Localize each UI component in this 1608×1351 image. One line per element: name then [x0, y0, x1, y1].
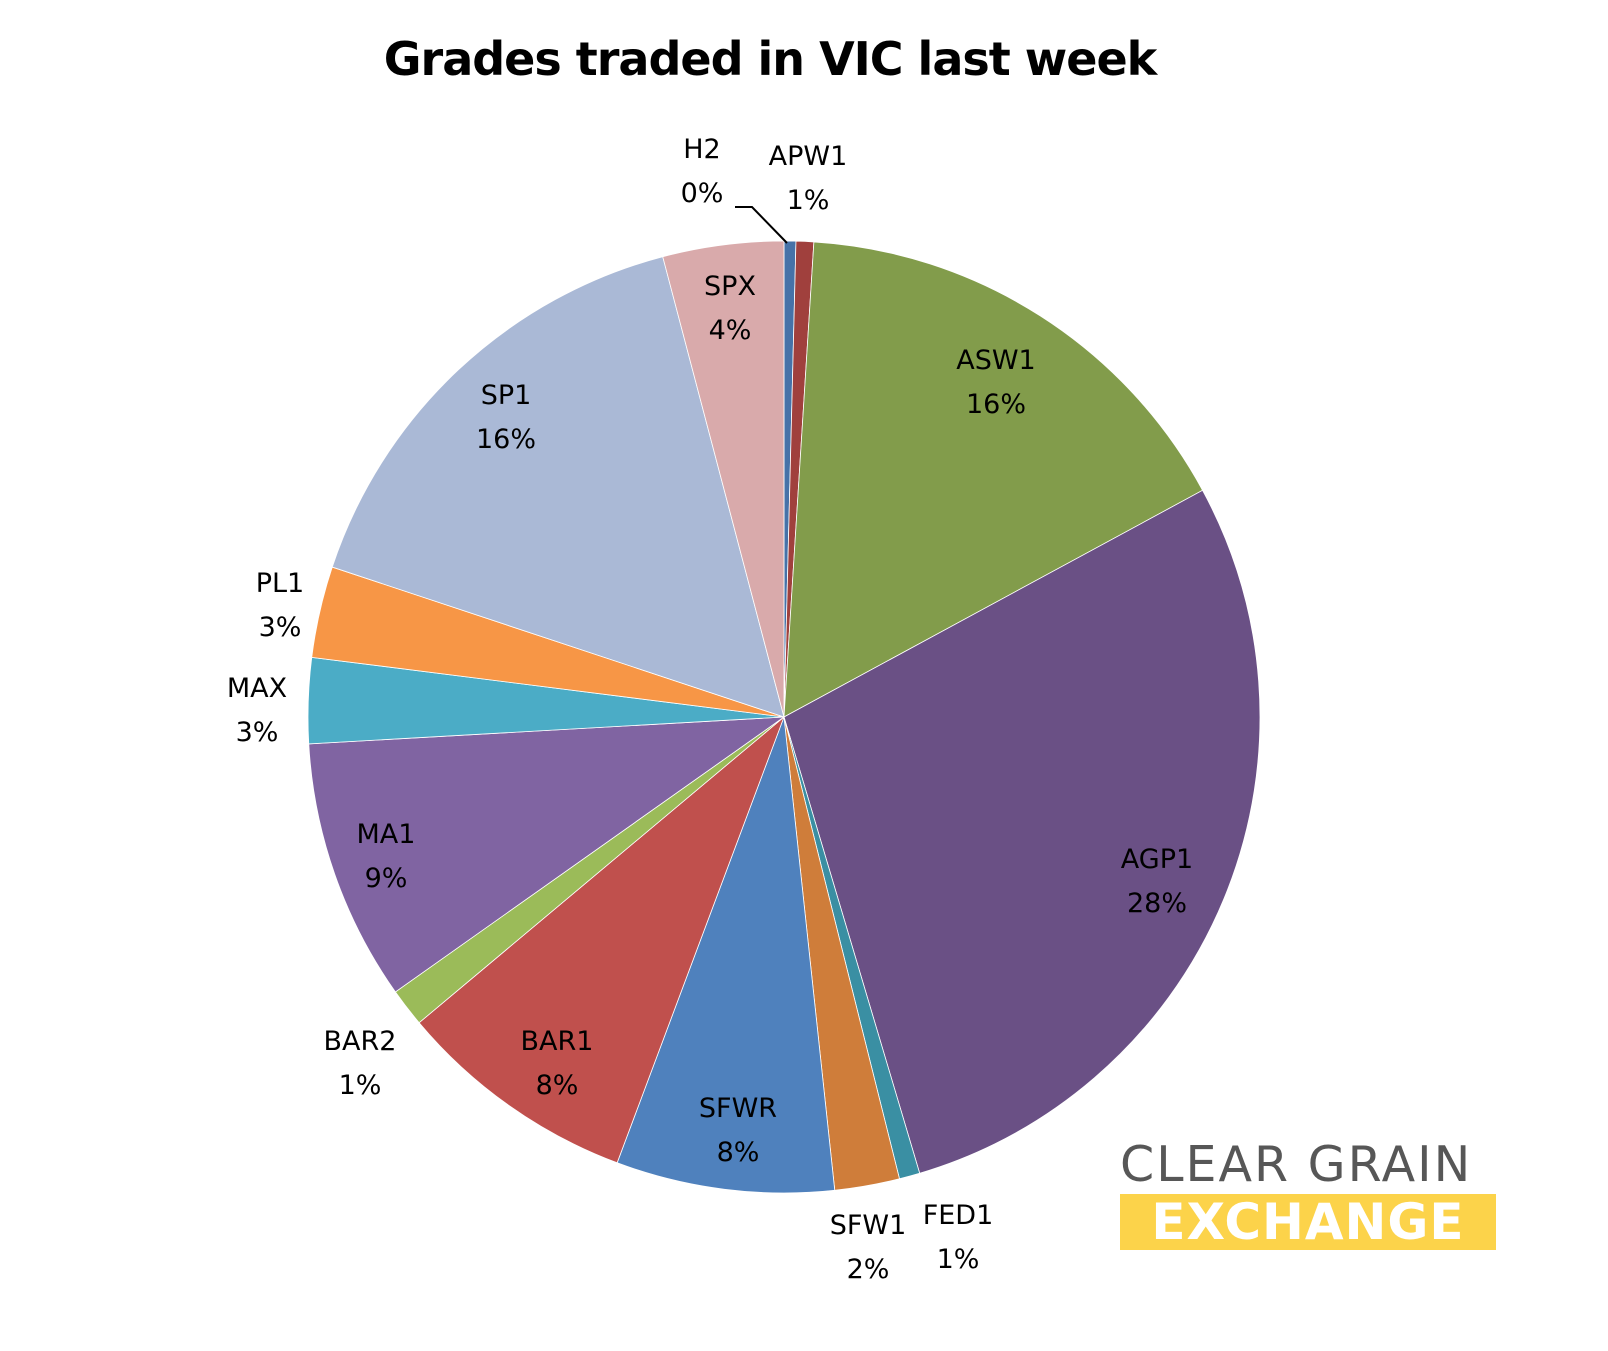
data-label-name: BAR2 — [324, 1026, 397, 1057]
pie-slice-bar1 — [418, 715, 785, 1164]
data-label-percent: 3% — [259, 612, 302, 643]
pie-slice-asw1 — [783, 241, 1204, 718]
data-label-asw1: ASW1 16% — [956, 345, 1035, 420]
pie-slice-agp1 — [783, 489, 1261, 1174]
data-label-max: MAX 3% — [227, 673, 287, 748]
data-label-name: MAX — [227, 673, 287, 704]
clear-grain-exchange-logo: CLEAR GRAIN EXCHANGE — [1120, 1140, 1496, 1250]
data-label-percent: 9% — [365, 863, 408, 894]
data-label-percent: 2% — [847, 1254, 890, 1285]
data-label-name: MA1 — [357, 819, 416, 850]
data-label-percent: 3% — [236, 717, 279, 748]
data-label-bar1: BAR1 8% — [521, 1026, 594, 1101]
data-label-percent: 28% — [1127, 888, 1187, 919]
data-label-spx: SPX 4% — [704, 271, 756, 346]
data-label-sfw1: SFW1 2% — [830, 1210, 907, 1285]
data-label-name: APW1 — [769, 141, 848, 172]
logo-line2: EXCHANGE — [1120, 1194, 1496, 1250]
data-label-name: SP1 — [481, 380, 532, 411]
data-label-percent: 16% — [476, 424, 536, 455]
data-label-name: SPX — [704, 271, 756, 302]
h2-leader-line — [735, 206, 788, 244]
data-label-sfwr: SFWR 8% — [699, 1093, 777, 1168]
data-label-name: SFWR — [699, 1093, 777, 1124]
data-label-percent: 1% — [937, 1244, 980, 1275]
data-label-percent: 1% — [339, 1070, 382, 1101]
data-label-name: FED1 — [923, 1200, 994, 1231]
data-label-name: AGP1 — [1121, 844, 1193, 875]
data-label-name: BAR1 — [521, 1026, 594, 1057]
data-label-agp1: AGP1 28% — [1121, 844, 1193, 919]
data-label-h2: H20% — [681, 134, 724, 209]
data-label-name: PL1 — [256, 568, 305, 599]
pie-slice-ma1 — [308, 716, 786, 993]
pie-slice-sfwr — [616, 716, 836, 1194]
logo-line1: CLEAR GRAIN — [1120, 1136, 1473, 1193]
pie-slice-sp1 — [331, 256, 785, 718]
data-label-name: ASW1 — [956, 345, 1035, 376]
data-label-apw1: APW1 1% — [769, 141, 848, 216]
data-label-name: SFW1 — [830, 1210, 907, 1241]
data-label-percent: 16% — [966, 389, 1026, 420]
data-label-fed1: FED1 1% — [923, 1200, 994, 1275]
data-label-percent: 4% — [709, 315, 752, 346]
data-label-percent: 8% — [717, 1137, 760, 1168]
data-label-percent: 8% — [536, 1070, 579, 1101]
data-label-percent: 1% — [787, 185, 830, 216]
data-label-bar2: BAR2 1% — [324, 1026, 397, 1101]
chart-title: Grades traded in VIC last week — [383, 32, 1157, 86]
data-label-name: H2 — [683, 134, 720, 165]
data-label-percent: 0% — [681, 178, 724, 209]
